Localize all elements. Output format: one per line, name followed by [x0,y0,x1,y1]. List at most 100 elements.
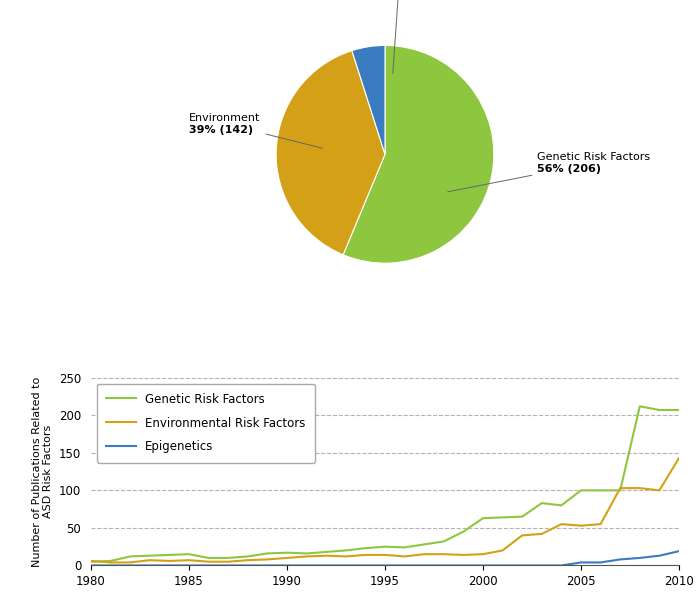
Genetic Risk Factors [479,514,487,522]
Genetic Risk Factors [302,550,311,557]
Genetic Risk Factors [146,552,154,559]
Environmental Risk Factors [322,552,330,559]
Genetic Risk Factors [322,548,330,556]
Epigenetics [596,559,605,566]
Environmental Risk Factors [596,520,605,528]
Environmental Risk Factors [636,485,644,492]
Genetic Risk Factors [244,553,252,560]
Environmental Risk Factors [557,520,566,528]
Epigenetics [244,562,252,569]
Genetic Risk Factors [675,406,683,413]
Genetic Risk Factors [126,553,134,560]
Genetic Risk Factors [342,547,350,554]
Environmental Risk Factors [263,556,272,563]
Epigenetics [420,562,428,569]
Epigenetics [655,552,664,559]
Epigenetics [498,562,507,569]
Epigenetics [87,562,95,569]
Epigenetics [224,562,232,569]
Environmental Risk Factors [400,553,409,560]
Genetic Risk Factors [518,513,526,520]
Genetic Risk Factors [577,487,585,494]
Line: Genetic Risk Factors: Genetic Risk Factors [91,406,679,562]
Environmental Risk Factors [146,556,154,564]
Epigenetics [636,554,644,562]
Genetic Risk Factors [596,487,605,494]
Genetic Risk Factors [185,550,193,558]
Epigenetics [459,562,468,569]
Wedge shape [343,46,494,263]
Wedge shape [352,46,385,154]
Environmental Risk Factors [518,532,526,539]
Environmental Risk Factors [342,553,350,560]
Genetic Risk Factors [400,544,409,551]
Genetic Risk Factors [204,554,213,562]
Genetic Risk Factors [263,550,272,557]
Environmental Risk Factors [224,558,232,565]
Genetic Risk Factors [224,554,232,562]
Environmental Risk Factors [106,559,115,566]
Epigenetics [146,562,154,569]
Text: Epigenetics: Epigenetics [367,0,431,73]
Environmental Risk Factors [616,485,624,492]
Epigenetics [106,562,115,569]
Text: 39% (142): 39% (142) [189,113,253,134]
Genetic Risk Factors [165,551,174,559]
Genetic Risk Factors [361,545,370,552]
Epigenetics [126,562,134,569]
Environmental Risk Factors [302,553,311,560]
Environmental Risk Factors [420,550,428,558]
Genetic Risk Factors [538,500,546,507]
Epigenetics [263,562,272,569]
Line: Environmental Risk Factors: Environmental Risk Factors [91,458,679,562]
Epigenetics [479,562,487,569]
Environmental Risk Factors [655,487,664,494]
Epigenetics [361,562,370,569]
Environmental Risk Factors [440,550,448,558]
Genetic Risk Factors [636,402,644,410]
Line: Epigenetics: Epigenetics [91,551,679,565]
Genetic Risk Factors [381,543,389,550]
Y-axis label: Number of Publications Related to
ASD Risk Factors: Number of Publications Related to ASD Ri… [32,376,53,567]
Epigenetics [440,562,448,569]
Epigenetics [185,562,193,569]
Legend: Genetic Risk Factors, Environmental Risk Factors, Epigenetics: Genetic Risk Factors, Environmental Risk… [97,384,315,463]
Environmental Risk Factors [577,522,585,530]
Environmental Risk Factors [459,551,468,559]
Genetic Risk Factors [498,514,507,521]
Epigenetics [557,562,566,569]
Epigenetics [322,562,330,569]
Environmental Risk Factors [498,547,507,554]
Epigenetics [577,559,585,566]
Environmental Risk Factors [283,554,291,562]
Epigenetics [616,556,624,563]
Environmental Risk Factors [87,558,95,565]
Epigenetics [302,562,311,569]
Genetic Risk Factors [106,558,115,565]
Genetic Risk Factors [616,487,624,494]
Environmental Risk Factors [361,551,370,559]
Wedge shape [276,50,385,255]
Epigenetics [538,562,546,569]
Environmental Risk Factors [165,558,174,565]
Epigenetics [165,562,174,569]
Epigenetics [204,562,213,569]
Epigenetics [675,548,683,555]
Environmental Risk Factors [675,454,683,461]
Text: Genetic Risk Factors: Genetic Risk Factors [447,152,650,192]
Epigenetics [400,562,409,569]
Environmental Risk Factors [126,559,134,566]
Genetic Risk Factors [459,528,468,535]
Epigenetics [381,562,389,569]
Genetic Risk Factors [283,549,291,556]
Genetic Risk Factors [557,502,566,509]
Genetic Risk Factors [87,558,95,565]
Environmental Risk Factors [244,556,252,564]
Genetic Risk Factors [420,541,428,548]
Text: Environment: Environment [189,113,323,148]
Environmental Risk Factors [185,556,193,564]
Environmental Risk Factors [479,550,487,558]
Environmental Risk Factors [204,558,213,565]
Genetic Risk Factors [655,406,664,413]
Epigenetics [342,562,350,569]
